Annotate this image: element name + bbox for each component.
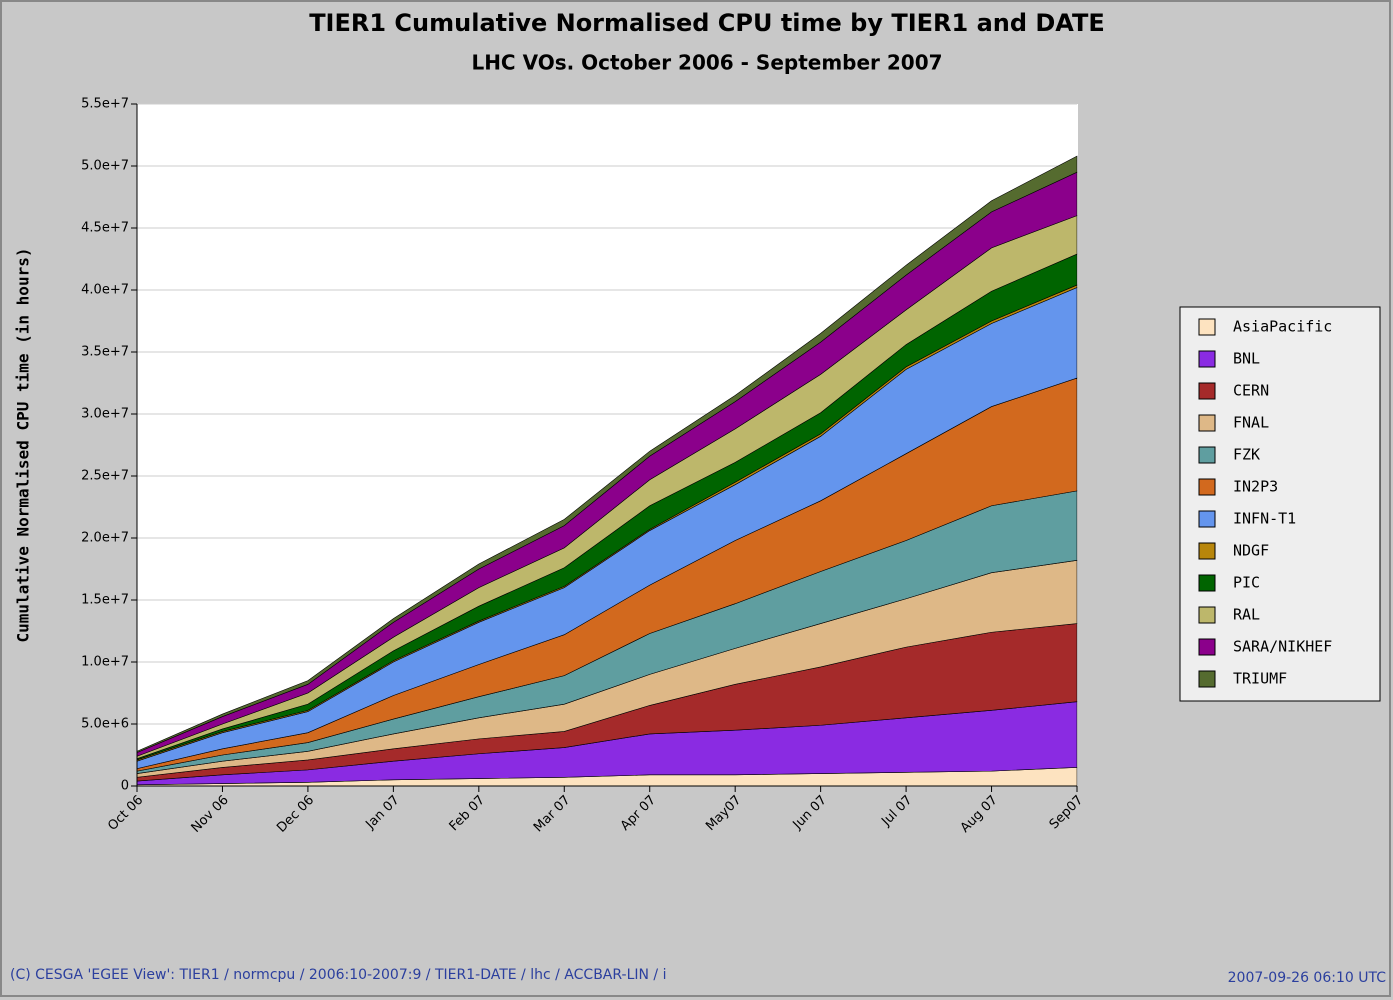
chart-subtitle: LHC VOs. October 2006 - September 2007 [471,51,942,75]
y-tick-label: 0 [121,779,129,794]
y-tick-label: 5.5e+7 [81,97,129,112]
footer-left: (C) CESGA 'EGEE View': TIER1 / normcpu /… [10,967,667,983]
y-axis-label: Cumulative Normalised CPU time (in hours… [14,248,33,643]
legend-swatch [1198,478,1216,496]
y-tick-label: 4.5e+7 [81,221,129,236]
legend-swatch [1198,574,1216,592]
legend-label: INFN-T1 [1233,510,1296,528]
legend-label: IN2P3 [1233,478,1278,496]
y-tick-label: 3.0e+7 [81,407,129,422]
y-tick-label: 2.5e+7 [81,469,129,484]
legend-label: FNAL [1233,414,1269,432]
legend-label: TRIUMF [1233,670,1287,688]
legend-label: PIC [1233,574,1260,592]
y-tick-label: 3.5e+7 [81,345,129,360]
legend-swatch [1198,510,1216,528]
legend-swatch [1198,382,1216,400]
legend-swatch [1198,638,1216,656]
legend-label: CERN [1233,382,1269,400]
legend-swatch [1198,542,1216,560]
y-tick-label: 1.0e+7 [81,655,129,670]
y-tick-label: 4.0e+7 [81,283,129,298]
legend-label: NDGF [1233,542,1269,560]
legend-swatch [1198,446,1216,464]
y-tick-label: 2.0e+7 [81,531,129,546]
legend-label: SARA/NIKHEF [1233,638,1332,656]
legend-swatch [1198,318,1216,336]
legend-swatch [1198,414,1216,432]
y-tick-label: 5.0e+6 [81,717,129,732]
legend-label: BNL [1233,350,1260,368]
y-tick-label: 1.5e+7 [81,593,129,608]
legend-swatch [1198,606,1216,624]
legend-swatch [1198,350,1216,368]
legend [1179,306,1381,702]
legend-swatch [1198,670,1216,688]
legend-label: RAL [1233,606,1260,624]
y-tick-label: 5.0e+7 [81,159,129,174]
chart-title: TIER1 Cumulative Normalised CPU time by … [309,9,1105,37]
footer-right: 2007-09-26 06:10 UTC [1228,970,1387,986]
legend-label: FZK [1233,446,1260,464]
area [136,155,1078,753]
legend-label: AsiaPacific [1233,318,1332,336]
